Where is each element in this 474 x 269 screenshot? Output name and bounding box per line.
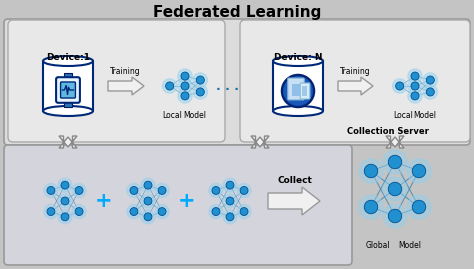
- Circle shape: [158, 208, 166, 215]
- FancyBboxPatch shape: [240, 20, 470, 142]
- FancyBboxPatch shape: [300, 83, 310, 99]
- Circle shape: [282, 75, 314, 107]
- Circle shape: [408, 79, 422, 93]
- Circle shape: [72, 204, 86, 219]
- FancyBboxPatch shape: [4, 19, 470, 145]
- Circle shape: [237, 183, 251, 197]
- Circle shape: [130, 208, 138, 215]
- Circle shape: [411, 82, 419, 90]
- Circle shape: [423, 85, 438, 99]
- Text: . . .: . . .: [217, 80, 239, 93]
- Circle shape: [181, 92, 189, 100]
- Circle shape: [58, 210, 72, 224]
- Bar: [292, 84, 300, 96]
- Text: Device: N: Device: N: [274, 52, 322, 62]
- Circle shape: [58, 194, 72, 208]
- Circle shape: [364, 200, 378, 214]
- Ellipse shape: [273, 106, 323, 116]
- Circle shape: [44, 204, 58, 219]
- Circle shape: [411, 72, 419, 80]
- Circle shape: [408, 89, 422, 103]
- Circle shape: [383, 150, 407, 174]
- Circle shape: [61, 213, 69, 221]
- FancyBboxPatch shape: [288, 78, 304, 100]
- FancyBboxPatch shape: [4, 145, 352, 265]
- Circle shape: [155, 183, 169, 197]
- Circle shape: [383, 177, 407, 201]
- Circle shape: [283, 76, 312, 105]
- Circle shape: [47, 186, 55, 194]
- Circle shape: [359, 159, 383, 183]
- Bar: [64, 100, 72, 107]
- Circle shape: [58, 178, 72, 192]
- Circle shape: [408, 69, 422, 83]
- Circle shape: [163, 79, 177, 93]
- Polygon shape: [338, 77, 373, 95]
- Circle shape: [155, 204, 169, 219]
- FancyBboxPatch shape: [61, 82, 75, 98]
- FancyBboxPatch shape: [8, 20, 225, 142]
- Circle shape: [141, 194, 155, 208]
- Circle shape: [165, 82, 174, 90]
- Text: Training: Training: [340, 67, 370, 76]
- Circle shape: [212, 208, 220, 215]
- Circle shape: [388, 182, 402, 196]
- Circle shape: [209, 204, 223, 219]
- Text: Model: Model: [413, 111, 437, 120]
- Circle shape: [61, 197, 69, 205]
- Circle shape: [223, 194, 237, 208]
- Circle shape: [396, 82, 404, 90]
- Circle shape: [209, 183, 223, 197]
- Circle shape: [178, 89, 192, 103]
- Text: Federated Learning: Federated Learning: [153, 5, 321, 19]
- Circle shape: [392, 79, 407, 93]
- FancyBboxPatch shape: [56, 77, 80, 103]
- Bar: [64, 73, 72, 80]
- Circle shape: [240, 186, 248, 194]
- Circle shape: [75, 208, 83, 215]
- Circle shape: [407, 195, 431, 219]
- Polygon shape: [251, 136, 269, 148]
- Text: +: +: [95, 191, 113, 211]
- Circle shape: [144, 213, 152, 221]
- Circle shape: [237, 204, 251, 219]
- Circle shape: [226, 213, 234, 221]
- Circle shape: [423, 73, 438, 87]
- Circle shape: [47, 208, 55, 215]
- Circle shape: [223, 210, 237, 224]
- Circle shape: [72, 183, 86, 197]
- Circle shape: [158, 186, 166, 194]
- Circle shape: [412, 200, 426, 214]
- Polygon shape: [59, 136, 77, 148]
- Circle shape: [178, 69, 192, 83]
- Circle shape: [196, 88, 204, 96]
- Circle shape: [141, 178, 155, 192]
- Text: Collection Server: Collection Server: [347, 127, 429, 136]
- Circle shape: [144, 181, 152, 189]
- Circle shape: [178, 79, 192, 93]
- Circle shape: [226, 197, 234, 205]
- Circle shape: [364, 164, 378, 178]
- Circle shape: [61, 181, 69, 189]
- Circle shape: [240, 208, 248, 215]
- Circle shape: [196, 76, 204, 84]
- Text: Device:1: Device:1: [46, 52, 90, 62]
- Circle shape: [127, 183, 141, 197]
- Circle shape: [193, 73, 208, 87]
- Circle shape: [193, 85, 208, 99]
- Circle shape: [144, 197, 152, 205]
- Circle shape: [426, 88, 434, 96]
- Circle shape: [223, 178, 237, 192]
- Ellipse shape: [43, 106, 93, 116]
- Circle shape: [181, 82, 189, 90]
- Text: Model: Model: [183, 111, 207, 120]
- Bar: [43, 61, 93, 111]
- Circle shape: [426, 76, 434, 84]
- Circle shape: [359, 195, 383, 219]
- Polygon shape: [108, 77, 144, 95]
- Circle shape: [181, 72, 189, 80]
- Text: Local: Local: [393, 111, 413, 120]
- Circle shape: [411, 92, 419, 100]
- Circle shape: [388, 209, 402, 223]
